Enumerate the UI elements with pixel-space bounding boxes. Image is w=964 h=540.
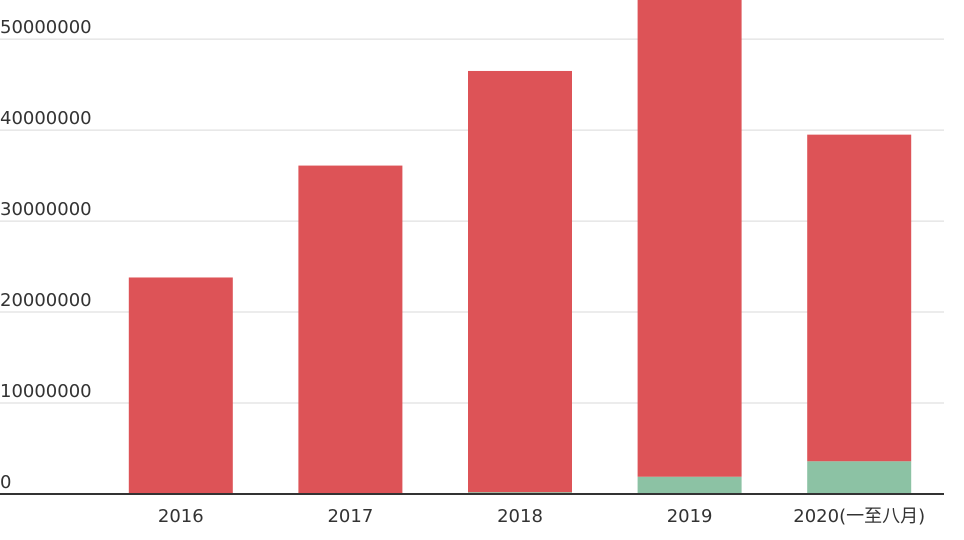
bar-segment (807, 134, 912, 462)
bar-segment (637, 476, 742, 494)
y-tick-label: 30000000 (0, 199, 92, 220)
x-tick-label: 2016 (158, 506, 204, 527)
bar-segment (807, 461, 912, 494)
bar-segment (298, 165, 403, 495)
y-tick-label: 50000000 (0, 17, 92, 38)
y-tick-label: 10000000 (0, 381, 92, 402)
x-tick-label: 2020(一至八月) (793, 506, 925, 527)
x-tick-label: 2017 (327, 506, 373, 527)
x-tick-label: 2018 (497, 506, 543, 527)
x-tick-label: 2019 (667, 506, 713, 527)
bar-segment (468, 70, 572, 493)
y-tick-label: 40000000 (0, 108, 92, 129)
bar-segment (637, 0, 742, 477)
bar-segment (128, 277, 233, 494)
y-tick-label: 0 (0, 472, 11, 493)
y-tick-label: 20000000 (0, 290, 92, 311)
